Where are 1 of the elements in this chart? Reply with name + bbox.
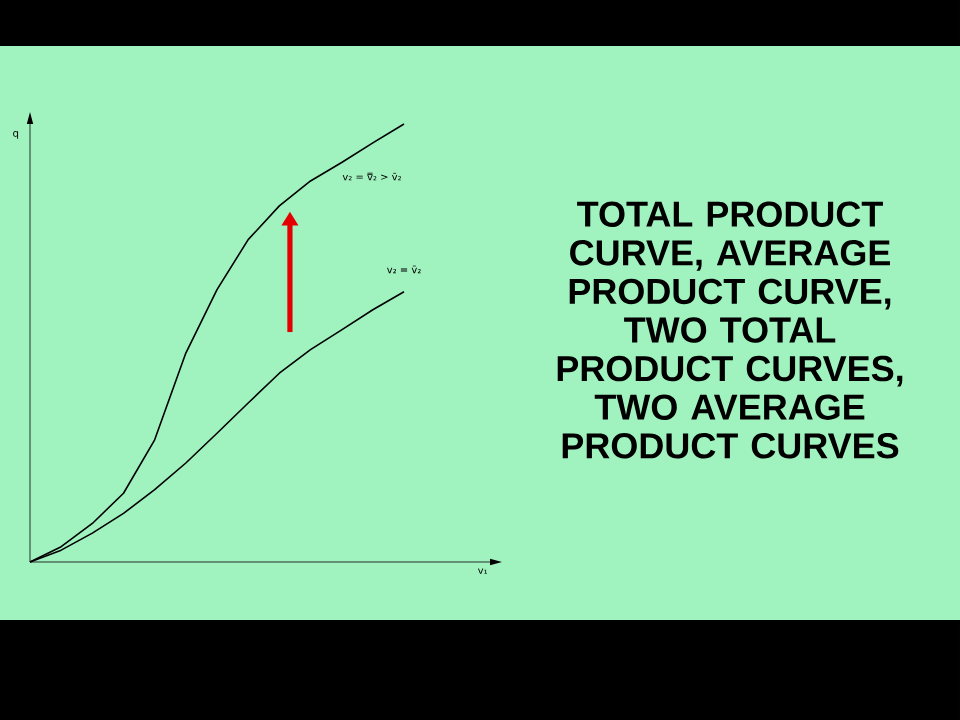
- text: TOTAL PRODUCT CURVE, AVERAGE PRODUCT CURVE, TWO TOTAL PRODUCT CURVES, TWO AVERAGE PRODUCT CURVES: [557, 201, 903, 459]
